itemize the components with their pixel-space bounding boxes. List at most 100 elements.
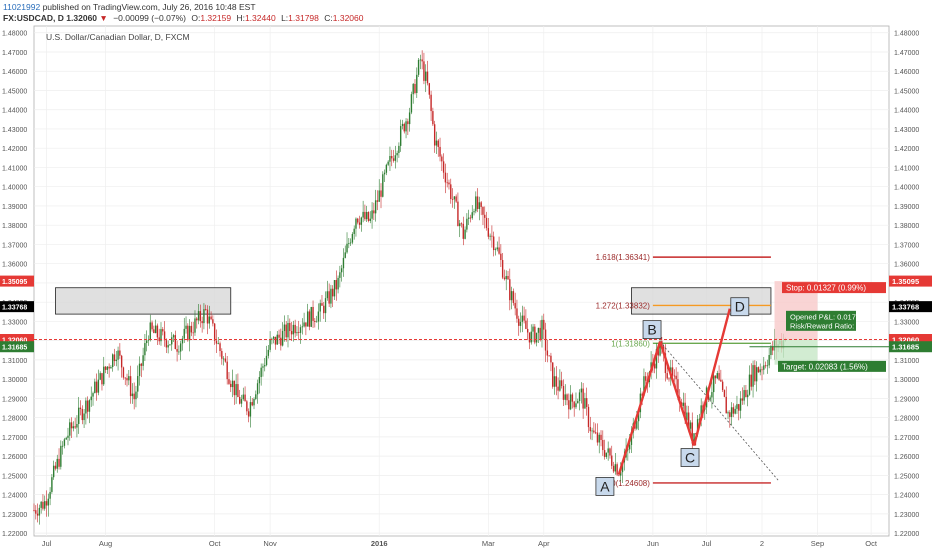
candle-body [95, 381, 98, 393]
candle-body [541, 319, 543, 340]
symbol-name[interactable]: FX:USDCAD, D [3, 13, 64, 23]
candle-body [117, 350, 119, 360]
y-tick-right: 1.26000 [894, 454, 919, 461]
candle-body [101, 373, 103, 385]
candle-body [532, 326, 534, 332]
candle-body [85, 400, 87, 414]
candle-body [330, 288, 332, 304]
position-tool[interactable]: Stop: 0.01327 (0.99%) Opened P&L: 0.01708… [34, 281, 889, 372]
candle-body [122, 367, 125, 378]
candle-body [442, 161, 445, 173]
candle-body [501, 260, 504, 278]
candle-body [285, 324, 287, 338]
candle-body [407, 121, 409, 125]
y-tick-right: 1.45000 [894, 88, 919, 95]
zone-target-zone[interactable] [631, 287, 772, 315]
candle-body [181, 338, 184, 344]
candle-body [643, 376, 645, 396]
candle-body [425, 71, 427, 81]
candle-body [727, 412, 729, 414]
pattern-leg[interactable] [617, 341, 662, 475]
candle-body [310, 307, 312, 327]
candle-body [401, 123, 404, 127]
candle-body [709, 397, 711, 400]
x-tick: 2 [760, 539, 764, 548]
candle-body [192, 332, 194, 334]
rr-label: Risk/Reward Ratio: 1.57 [790, 321, 871, 330]
publish-text: published on TradingView.com, July 26, 2… [42, 2, 256, 12]
candle-body [74, 426, 76, 428]
candle-body [603, 450, 606, 457]
y-tick-left: 1.43000 [2, 127, 27, 134]
candle-body [357, 218, 359, 223]
candle-body [169, 344, 171, 346]
candle-body [287, 322, 289, 338]
author-link[interactable]: 11021992 [3, 2, 41, 12]
candle-body [573, 401, 575, 408]
candle-body [342, 257, 345, 269]
pattern-leg[interactable] [692, 308, 731, 446]
candle-body [577, 401, 579, 404]
pattern-point-box[interactable] [730, 297, 750, 317]
y-tick-left: 1.29000 [2, 396, 27, 403]
candle-body [217, 343, 219, 345]
x-tick: Oct [865, 539, 878, 548]
candle-body [151, 322, 153, 330]
candle-body [208, 316, 210, 324]
price-label-right-bg [889, 341, 932, 353]
candle-body [616, 464, 618, 475]
candle-body [473, 211, 475, 213]
candle-body [269, 339, 271, 350]
candle-body [559, 380, 561, 391]
candle-body [516, 308, 518, 319]
target-area[interactable] [774, 339, 818, 365]
abcd-pattern[interactable]: A B C D [595, 297, 779, 496]
candle-body [292, 324, 295, 335]
candle-body [340, 268, 343, 273]
candle-body [348, 243, 350, 244]
x-tick: Sep [811, 539, 824, 548]
candle-body [369, 218, 371, 221]
y-tick-left: 1.24000 [2, 493, 27, 500]
low-label: L: [281, 13, 289, 23]
fib-levels[interactable]: 1.618(1.36341) 1.272(1.33832) 1(1.31860) 0(… [596, 253, 771, 488]
candle-body [489, 235, 491, 237]
candle-body [365, 212, 368, 220]
y-tick-right: 1.25000 [894, 473, 919, 480]
candle-body [306, 311, 309, 327]
candle-body [104, 366, 107, 370]
candle-body [112, 354, 114, 368]
candle-body [58, 458, 60, 467]
candle-body [138, 363, 141, 377]
candle-body [580, 388, 583, 393]
stop-label: Stop: 0.01327 (0.99%) [786, 284, 866, 293]
y-tick-left: 1.44000 [2, 108, 27, 115]
candle-body [367, 212, 370, 221]
symbol-info: FX:USDCAD, D 1.32060 ▼ −0.00099 (−0.07%)… [3, 13, 364, 24]
plot-area[interactable] [33, 25, 890, 537]
pattern-point-box[interactable] [595, 477, 615, 496]
candle-body [593, 430, 595, 433]
candle-body [72, 426, 75, 429]
candle-body [677, 379, 679, 398]
candle-body [326, 291, 329, 299]
candle-body [317, 311, 320, 322]
candle-body [137, 376, 139, 392]
zone-left-resistance[interactable] [55, 287, 232, 315]
candle-body [441, 156, 443, 162]
pattern-point-box[interactable] [642, 320, 662, 340]
pattern-point-box[interactable] [680, 448, 700, 467]
pattern-leg[interactable] [658, 341, 696, 446]
candle-body [78, 407, 80, 424]
candle-body [299, 327, 302, 333]
candle-body [653, 363, 656, 369]
y-tick-right: 1.33000 [894, 319, 919, 326]
candle-body [528, 332, 531, 343]
candle-body [539, 327, 541, 340]
candle-body [410, 94, 413, 113]
candle-body [290, 331, 293, 335]
candle-body [265, 355, 268, 366]
publish-info: 11021992 published on TradingView.com, J… [3, 2, 256, 13]
candle-body [671, 367, 674, 376]
